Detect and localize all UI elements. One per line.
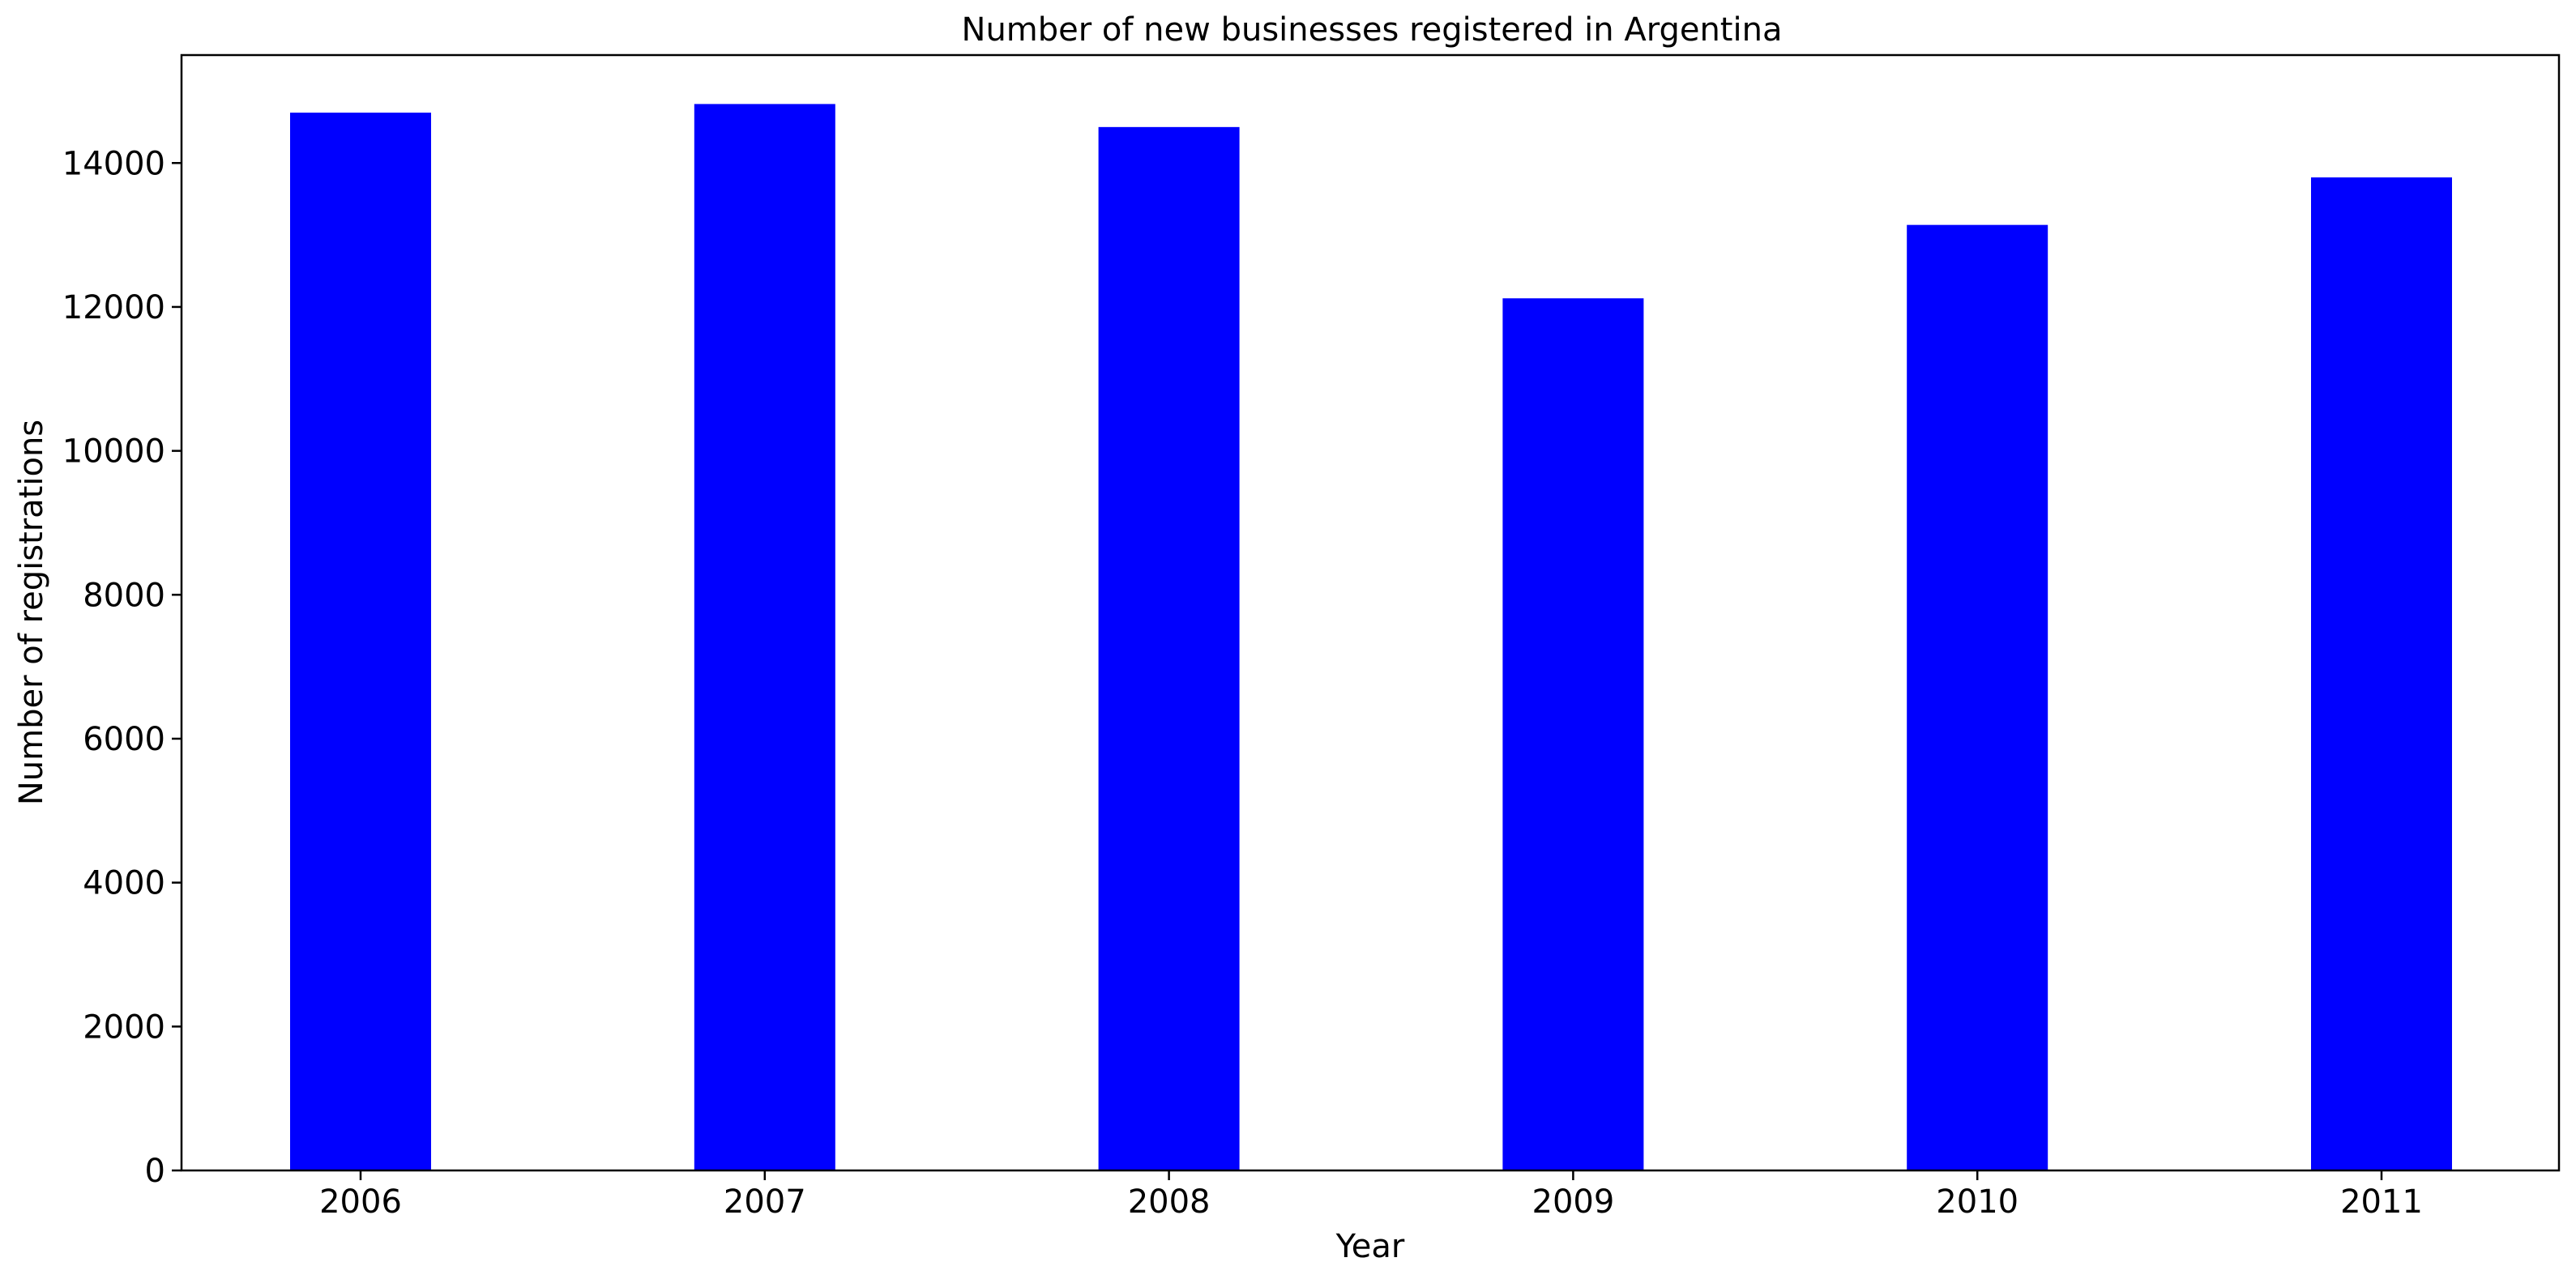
y-tick-label-10000: 10000 [62, 433, 165, 471]
bar-2010 [1907, 224, 2048, 1170]
y-tick-label-12000: 12000 [62, 289, 165, 326]
bar-2008 [1098, 126, 1240, 1170]
bars-group [290, 104, 2452, 1171]
x-axis-ticks: 2006 2007 2008 2009 2010 2011 [319, 1170, 2423, 1221]
x-tick-label-2006: 2006 [319, 1183, 402, 1221]
y-tick-label-4000: 4000 [83, 865, 165, 902]
y-tick-label-0: 0 [145, 1153, 165, 1190]
bar-2011 [2311, 177, 2452, 1171]
y-tick-label-2000: 2000 [83, 1008, 165, 1046]
x-tick-label-2009: 2009 [1532, 1183, 1615, 1221]
x-tick-label-2011: 2011 [2340, 1183, 2423, 1221]
bar-2006 [290, 113, 431, 1171]
y-tick-label-14000: 14000 [62, 145, 165, 182]
y-axis-ticks: 0 2000 4000 6000 8000 10000 12000 14000 [62, 145, 182, 1190]
x-tick-label-2008: 2008 [1128, 1183, 1211, 1221]
bar-2009 [1502, 298, 1644, 1170]
x-axis-label: Year [1335, 1228, 1405, 1265]
chart-title: Number of new businesses registered in A… [962, 11, 1783, 49]
bar-2007 [694, 104, 835, 1171]
y-tick-label-6000: 6000 [83, 721, 165, 758]
x-tick-label-2007: 2007 [724, 1183, 806, 1221]
y-axis-label: Number of registrations [13, 420, 50, 805]
plot-frame [180, 53, 2561, 1172]
y-tick-label-8000: 8000 [83, 577, 165, 614]
x-tick-label-2010: 2010 [1936, 1183, 2019, 1221]
